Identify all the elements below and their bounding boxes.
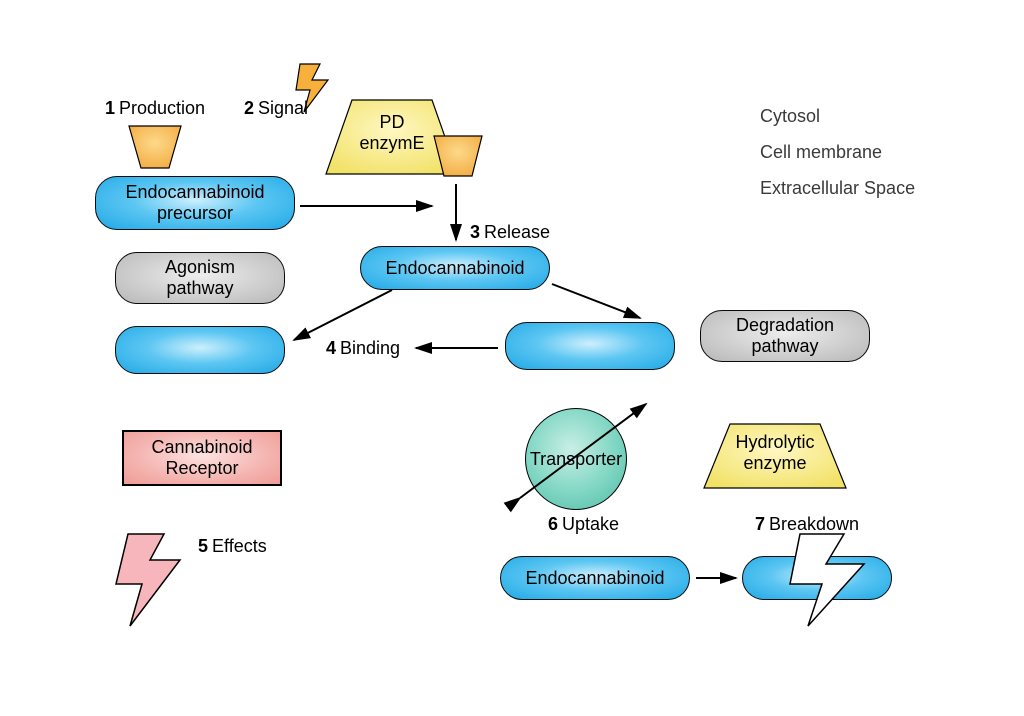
step-5-text: Effects — [212, 536, 267, 556]
hydrolytic-enzyme-shape — [700, 418, 850, 492]
label-cytosol: Cytosol — [760, 106, 820, 127]
node-degradation: Degradationpathway — [700, 310, 870, 362]
label-cell-membrane: Cell membrane — [760, 142, 882, 163]
step-4-text: Binding — [340, 338, 400, 358]
orange-trap-release — [430, 132, 486, 180]
step-5: 5Effects — [198, 536, 267, 557]
effects-bolt-icon — [108, 530, 198, 630]
step-7: 7Breakdown — [755, 514, 859, 535]
step-7-text: Breakdown — [769, 514, 859, 534]
node-endocannabinoid: Endocannabinoid — [360, 246, 550, 290]
node-agonism-label: Agonismpathway — [165, 257, 235, 298]
step-6-text: Uptake — [562, 514, 619, 534]
breakdown-bolt-icon — [780, 530, 890, 630]
node-blank-right — [505, 322, 675, 370]
step-1: 1Production — [105, 98, 205, 119]
label-extracellular: Extracellular Space — [760, 178, 915, 199]
step-6-num: 6 — [548, 514, 558, 534]
step-7-num: 7 — [755, 514, 765, 534]
node-transporter: Transporter — [525, 408, 627, 510]
step-4-num: 4 — [326, 338, 336, 358]
step-1-num: 1 — [105, 98, 115, 118]
node-degradation-label: Degradationpathway — [736, 315, 834, 356]
step-6: 6Uptake — [548, 514, 619, 535]
step-4: 4Binding — [326, 338, 400, 359]
node-precursor-label: Endocannabinoidprecursor — [125, 182, 264, 223]
node-receptor: CannabinoidReceptor — [122, 430, 282, 486]
orange-trap-production — [125, 122, 185, 172]
step-2-text: Signal — [258, 98, 308, 118]
step-2: 2Signal — [244, 98, 308, 119]
node-agonism: Agonismpathway — [115, 252, 285, 304]
step-3-num: 3 — [470, 222, 480, 242]
step-3-text: Release — [484, 222, 550, 242]
step-5-num: 5 — [198, 536, 208, 556]
step-1-text: Production — [119, 98, 205, 118]
node-endocannabinoid-bottom: Endocannabinoid — [500, 556, 690, 600]
node-receptor-label: CannabinoidReceptor — [151, 437, 252, 478]
node-endocannabinoid-label: Endocannabinoid — [385, 258, 524, 279]
step-3: 3Release — [470, 222, 550, 243]
node-transporter-label: Transporter — [530, 449, 622, 470]
diagram-stage: Cytosol Cell membrane Extracellular Spac… — [0, 0, 1024, 716]
node-endocannabinoid-bottom-label: Endocannabinoid — [525, 568, 664, 589]
node-blank-left — [115, 326, 285, 374]
step-2-num: 2 — [244, 98, 254, 118]
node-precursor: Endocannabinoidprecursor — [95, 176, 295, 230]
